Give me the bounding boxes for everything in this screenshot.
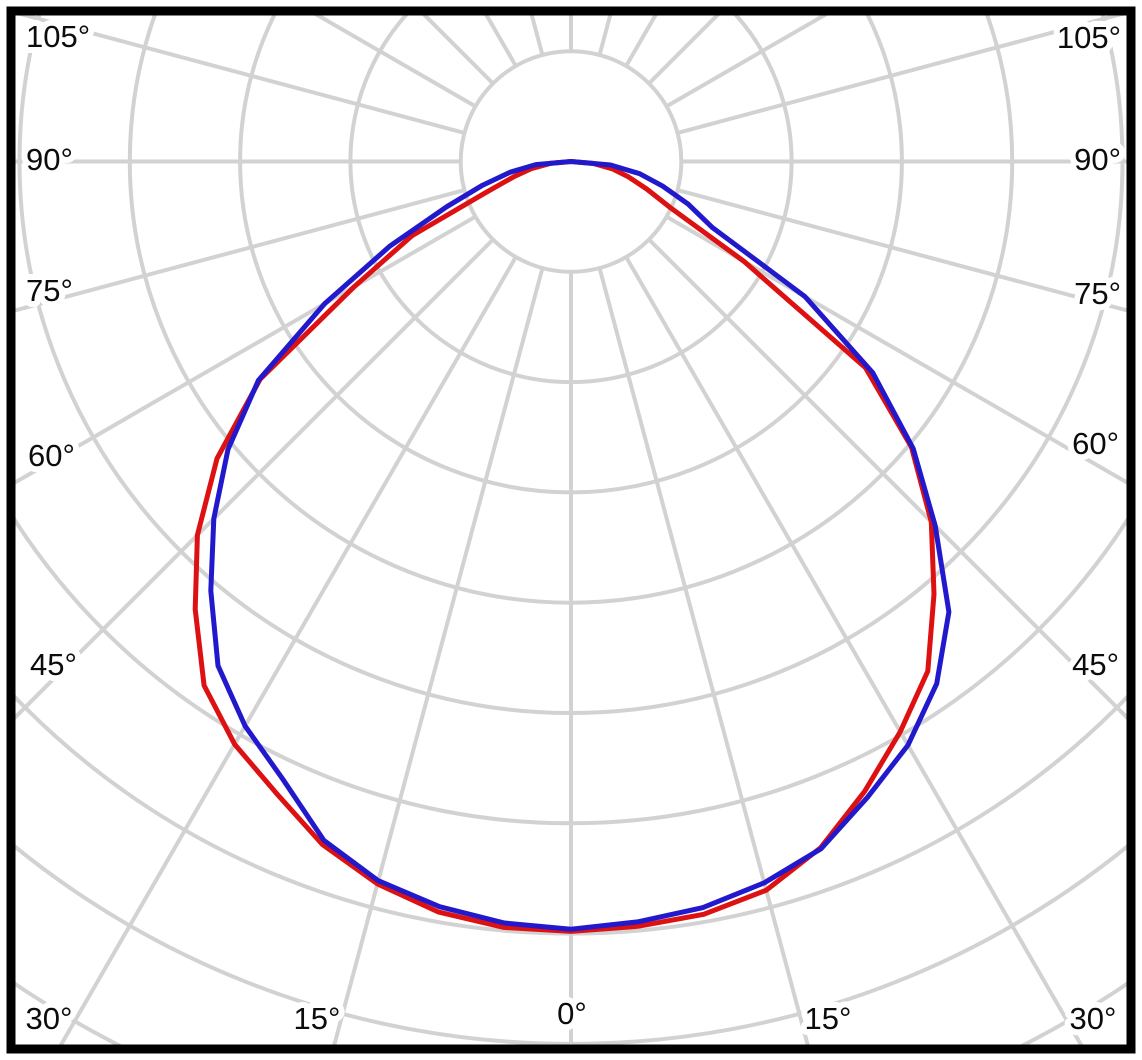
angle-label: 75°	[26, 273, 73, 308]
angle-label: 45°	[30, 647, 77, 682]
angle-label: 60°	[28, 438, 75, 473]
angle-label: 15°	[805, 1001, 852, 1036]
grid-spoke	[597, 267, 810, 1045]
angle-label: 30°	[1070, 1001, 1117, 1036]
angle-label: 90°	[1074, 142, 1121, 177]
angle-label: 45°	[1072, 647, 1119, 682]
angle-label: 0°	[557, 996, 587, 1031]
angle-label: 15°	[294, 1001, 341, 1036]
angle-label: 75°	[1074, 276, 1121, 311]
grid-spoke	[624, 256, 1084, 1045]
angle-label: 90°	[26, 142, 73, 177]
grid-spoke	[15, 214, 477, 485]
grid-spoke	[677, 188, 1127, 313]
chart-frame	[6, 6, 1136, 1054]
grid-spoke	[647, 238, 1127, 720]
angle-label: 105°	[26, 19, 90, 54]
grid-spoke	[15, 188, 465, 313]
grid-spoke	[58, 256, 518, 1045]
angle-labels: 105° 90° 75° 60° 45° 105° 90° 75° 60° 45° 30° 15° 0°…	[20, 13, 1127, 1042]
curves	[192, 159, 952, 934]
grid-spoke	[332, 267, 545, 1045]
grid-spoke	[15, 238, 495, 720]
angle-label: 105°	[1057, 20, 1121, 55]
grid-spoke	[18, 15, 465, 135]
angle-label: 60°	[1072, 426, 1119, 461]
grid-spoke	[677, 15, 1124, 135]
curve-blue	[208, 159, 952, 932]
grid-spoke	[665, 214, 1127, 485]
angle-label: 30°	[26, 1001, 73, 1036]
